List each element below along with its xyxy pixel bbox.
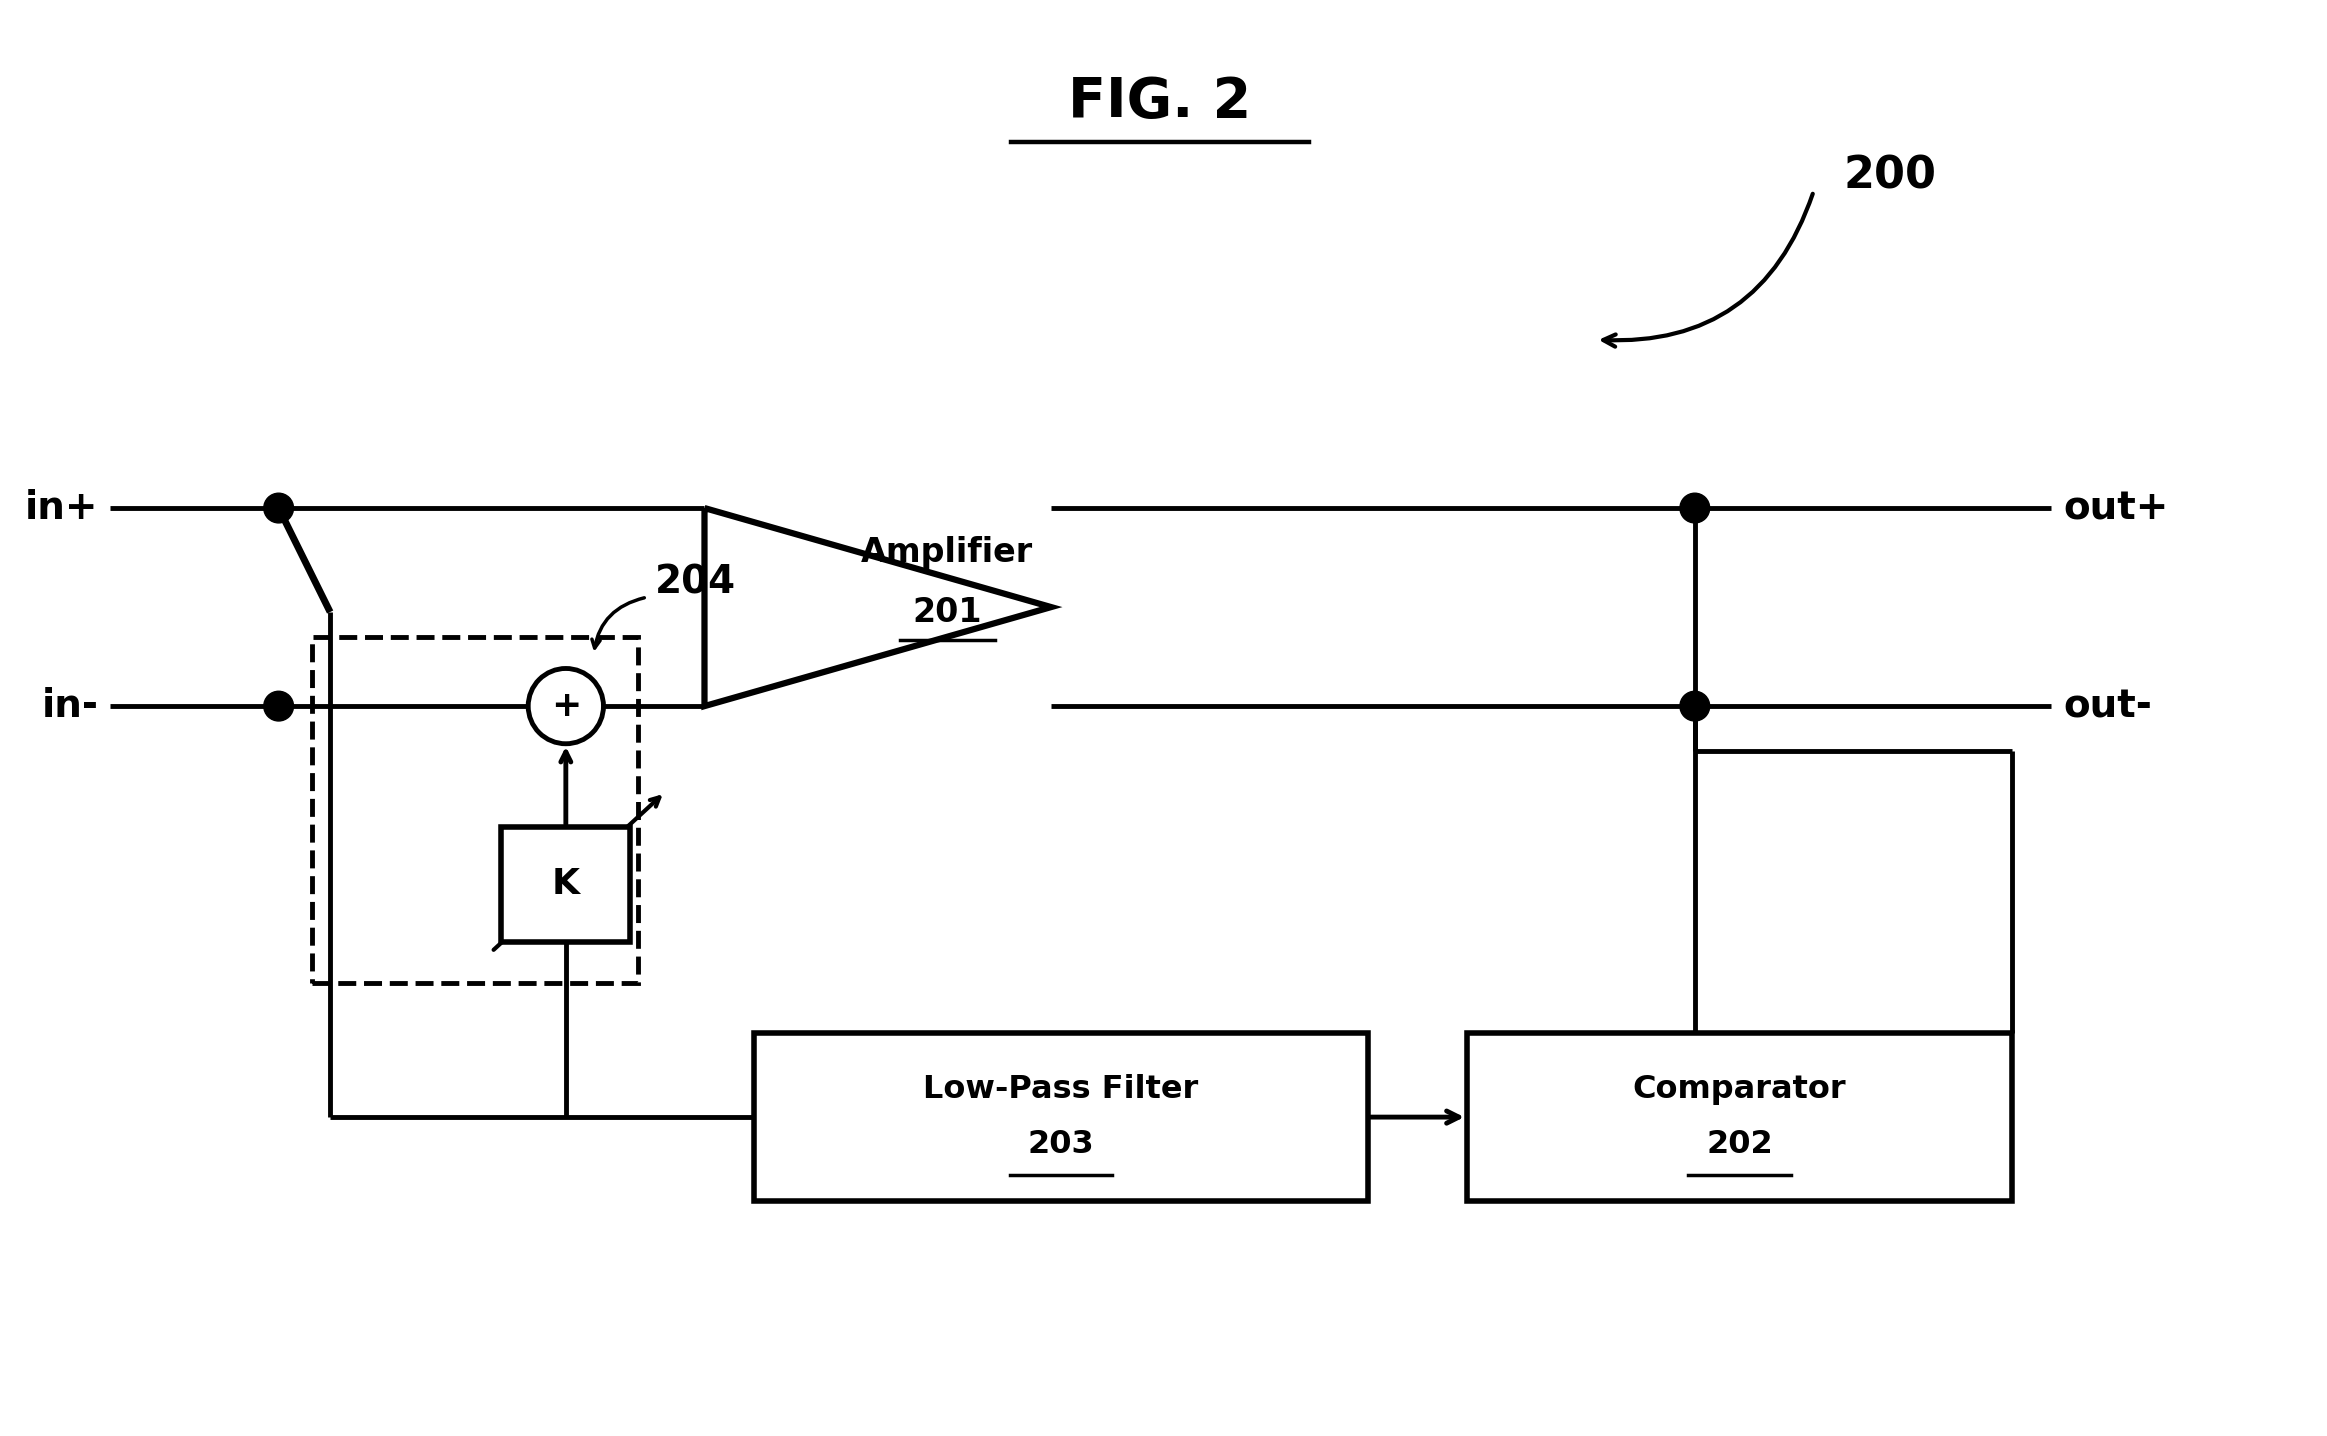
Text: 200: 200 — [1843, 155, 1936, 198]
Circle shape — [1680, 691, 1710, 721]
Text: 204: 204 — [654, 563, 735, 602]
Text: out-: out- — [2064, 686, 2152, 725]
Text: 202: 202 — [1706, 1129, 1773, 1160]
Text: 201: 201 — [912, 596, 982, 629]
Bar — [312, 636, 638, 984]
Text: Comparator: Comparator — [1634, 1074, 1845, 1104]
Text: in+: in+ — [26, 490, 98, 527]
Bar — [500, 827, 631, 942]
Text: 203: 203 — [1029, 1129, 1094, 1160]
Text: out+: out+ — [2064, 490, 2169, 527]
Text: Amplifier: Amplifier — [861, 536, 1033, 569]
Text: K: K — [551, 867, 579, 902]
Circle shape — [1680, 493, 1710, 523]
Circle shape — [263, 691, 293, 721]
Text: +: + — [551, 689, 582, 724]
Text: Low-Pass Filter: Low-Pass Filter — [924, 1074, 1198, 1104]
Text: FIG. 2: FIG. 2 — [1068, 75, 1252, 129]
Bar — [1466, 1032, 2013, 1202]
Bar — [754, 1032, 1368, 1202]
Text: in-: in- — [42, 686, 98, 725]
Circle shape — [263, 493, 293, 523]
